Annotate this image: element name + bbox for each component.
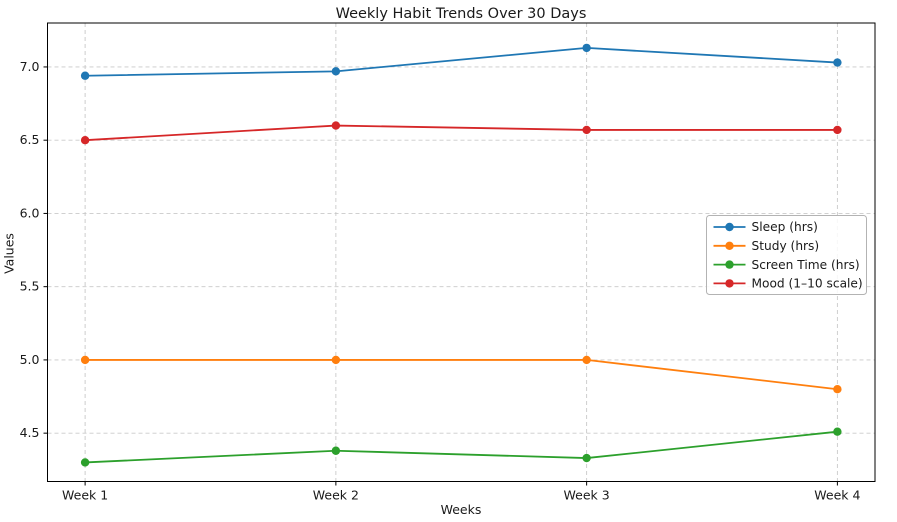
legend-label: Sleep (hrs) xyxy=(752,220,818,234)
legend-label: Mood (1–10 scale) xyxy=(752,277,863,291)
legend-swatch-marker xyxy=(725,222,734,232)
y-tick-label: 4.5 xyxy=(20,425,40,440)
chart-title: Weekly Habit Trends Over 30 Days xyxy=(335,6,587,22)
legend-label: Screen Time (hrs) xyxy=(752,258,860,272)
legend-swatch-marker xyxy=(725,241,734,250)
series-line-sleep-hrs xyxy=(85,47,838,77)
y-tick-label: 6.5 xyxy=(20,132,40,147)
marker-sleep-hrs xyxy=(80,71,90,80)
marker-screen-time-hrs xyxy=(80,458,90,467)
series-line-mood-1-10-scale xyxy=(85,124,838,142)
legend-swatch-marker xyxy=(725,260,734,269)
y-axis-label: Values xyxy=(1,233,17,274)
legend xyxy=(706,215,867,295)
marker-study-hrs xyxy=(833,385,842,394)
marker-study-hrs xyxy=(582,355,591,365)
marker-study-hrs xyxy=(80,355,90,365)
x-tick-label: Week 2 xyxy=(313,488,359,503)
marker-screen-time-hrs xyxy=(833,427,842,436)
marker-sleep-hrs xyxy=(833,58,842,67)
marker-mood-1-10-scale xyxy=(80,135,90,145)
x-tick-label: Week 1 xyxy=(62,488,108,503)
marker-mood-1-10-scale xyxy=(833,125,842,135)
marker-screen-time-hrs xyxy=(331,446,341,455)
marker-screen-time-hrs xyxy=(582,453,591,463)
marker-mood-1-10-scale xyxy=(582,125,591,135)
marker-mood-1-10-scale xyxy=(331,121,341,130)
y-tick-label: 5.0 xyxy=(20,352,40,367)
y-tick-label: 6.0 xyxy=(20,205,40,220)
x-axis-label: Weeks xyxy=(440,502,482,517)
series-line-study-hrs xyxy=(85,359,838,391)
x-tick-label: Week 3 xyxy=(564,488,610,503)
plot-border xyxy=(47,22,876,482)
y-tick-label: 7.0 xyxy=(20,59,40,74)
y-tick-label: 5.5 xyxy=(20,279,40,294)
x-tick-label: Week 4 xyxy=(814,488,860,503)
marker-sleep-hrs xyxy=(582,43,591,53)
series-line-screen-time-hrs xyxy=(85,430,838,464)
marker-study-hrs xyxy=(331,355,341,365)
legend-label: Study (hrs) xyxy=(752,239,820,253)
legend-swatch-marker xyxy=(725,279,734,288)
marker-sleep-hrs xyxy=(331,67,341,76)
